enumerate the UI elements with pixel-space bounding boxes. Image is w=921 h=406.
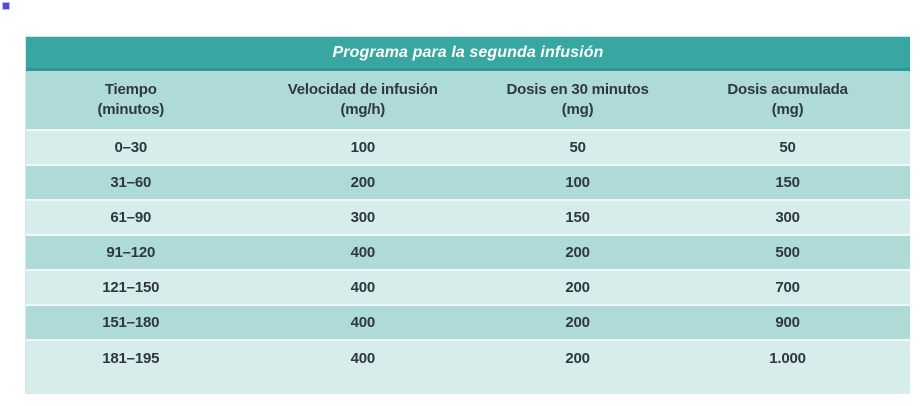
table-cell: 300 bbox=[350, 209, 376, 226]
table-cell: 0–30 bbox=[114, 139, 148, 156]
table-cell: 1.000 bbox=[769, 350, 806, 367]
table-row: 0–30 100 50 50 bbox=[26, 131, 910, 166]
table-row: 181–195 400 200 1.000 bbox=[26, 341, 910, 394]
table-cell: 700 bbox=[775, 279, 800, 296]
table-cell: 200 bbox=[565, 279, 590, 296]
column-header: Dosis acumulada (mg) bbox=[727, 81, 848, 118]
table-cell: 900 bbox=[775, 314, 800, 331]
table-row: 121–150 400 200 700 bbox=[26, 271, 910, 306]
table-row: 61–90 300 150 300 bbox=[26, 201, 910, 236]
table-cell: 151–180 bbox=[102, 314, 160, 331]
table-cell: 150 bbox=[775, 174, 800, 191]
table-header-row: Tiempo (minutos) Velocidad de infusión (mg/… bbox=[26, 71, 910, 131]
table-cell: 61–90 bbox=[110, 209, 152, 226]
infusion-program-table: Programa para la segunda infusión Tiempo… bbox=[25, 36, 910, 394]
table-cell: 50 bbox=[779, 139, 796, 156]
column-header: Tiempo (minutos) bbox=[97, 81, 165, 118]
table-row: 91–120 400 200 500 bbox=[26, 236, 910, 271]
table-cell: 400 bbox=[350, 244, 376, 261]
table-cell: 200 bbox=[565, 244, 590, 261]
table-cell: 200 bbox=[565, 314, 590, 331]
table-cell: 50 bbox=[569, 139, 586, 156]
table-cell: 100 bbox=[350, 139, 376, 156]
table-cell: 500 bbox=[775, 244, 800, 261]
table-cell: 400 bbox=[350, 350, 376, 367]
table-cell: 150 bbox=[565, 209, 590, 226]
table-cell: 181–195 bbox=[102, 350, 160, 367]
table-cell: 300 bbox=[775, 209, 800, 226]
column-header: Dosis en 30 minutos (mg) bbox=[506, 81, 649, 118]
table-title: Programa para la segunda infusión bbox=[332, 43, 604, 61]
table-cell: 400 bbox=[350, 279, 376, 296]
table-cell: 100 bbox=[565, 174, 590, 191]
table-title-bar: Programa para la segunda infusión bbox=[26, 37, 910, 71]
table-row: 31–60 200 100 150 bbox=[26, 166, 910, 201]
table-cell: 200 bbox=[565, 350, 590, 367]
table-cell: 121–150 bbox=[102, 279, 160, 296]
column-header: Velocidad de infusión (mg/h) bbox=[287, 81, 438, 118]
table-cell: 91–120 bbox=[106, 244, 156, 261]
table-row: 151–180 400 200 900 bbox=[26, 306, 910, 341]
table-cell: 200 bbox=[350, 174, 376, 191]
table-body: 0–30 100 50 50 31–60 200 100 150 61–90 300 150 300 9… bbox=[26, 131, 910, 394]
bullet-dot bbox=[3, 3, 9, 9]
table-cell: 400 bbox=[350, 314, 376, 331]
table-cell: 31–60 bbox=[110, 174, 152, 191]
